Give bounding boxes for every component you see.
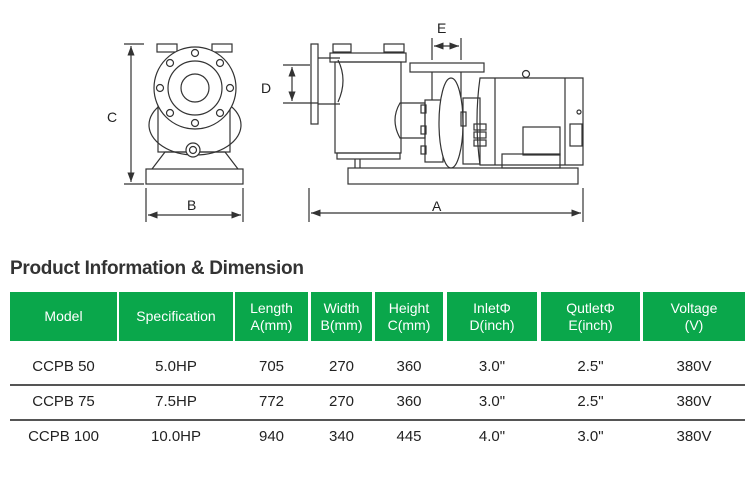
cell-width: 340 [328,428,355,445]
header-text: Height [388,299,430,316]
cell-inlet: 3.0" [478,358,506,375]
cell-model: CCPB 75 [32,393,95,410]
header-voltage: Voltage (V) [643,292,745,341]
header-width: Width B(mm) [311,292,372,341]
front-view [124,43,244,222]
cell-length: 940 [258,428,285,445]
header-height: Height C(mm) [375,292,443,341]
cell-height: 360 [396,393,422,410]
cell-width: 270 [328,393,355,410]
cell-specification: 10.0HP [150,428,202,445]
cell-outlet: 2.5" [577,393,604,410]
header-text: Width [323,299,360,316]
cell-voltage: 380V [676,358,712,375]
section-title: Product Information & Dimension [10,258,304,279]
header-text: InletΦ [473,299,511,316]
dim-label-c: C [107,109,117,125]
cell-specification: 5.0HP [155,358,197,375]
cell-voltage: 380V [676,428,712,445]
cell-model: CCPB 100 [28,428,99,445]
row-divider [10,384,745,386]
header-text: Specification [136,308,216,324]
header-text: Model [44,308,83,324]
header-length: Length A(mm) [235,292,308,341]
header-text: (V) [684,316,704,333]
pump-dimension-drawing: C B D E A [107,20,584,222]
header-inlet: InletΦ D(inch) [447,292,537,341]
dim-label-d: D [261,80,271,96]
header-specification: Specification [119,292,233,341]
header-text: D(inch) [469,316,515,333]
header-text: Voltage [670,299,718,316]
cell-model: CCPB 50 [32,358,95,375]
cell-height: 445 [396,428,422,445]
cell-length: 705 [258,358,285,375]
cell-length: 772 [258,393,285,410]
cell-voltage: 380V [676,393,712,410]
header-outlet: QutletΦ E(inch) [541,292,640,341]
cell-specification: 7.5HP [155,393,197,410]
header-text: B(mm) [320,316,363,333]
header-text: C(mm) [387,316,431,333]
cell-width: 270 [328,358,355,375]
header-model: Model [10,292,117,341]
header-text: A(mm) [250,316,293,333]
header-text: Length [250,299,293,316]
header-text: QutletΦ [566,299,615,316]
row-divider [10,419,745,421]
cell-inlet: 4.0" [478,428,506,445]
cell-height: 360 [396,358,422,375]
cell-inlet: 3.0" [478,393,506,410]
cell-outlet: 2.5" [577,358,604,375]
side-view [283,38,584,222]
dim-label-e: E [437,20,446,36]
dim-label-a: A [432,198,442,214]
cell-outlet: 3.0" [577,428,604,445]
dim-label-b: B [187,197,196,213]
header-text: E(inch) [568,316,613,333]
